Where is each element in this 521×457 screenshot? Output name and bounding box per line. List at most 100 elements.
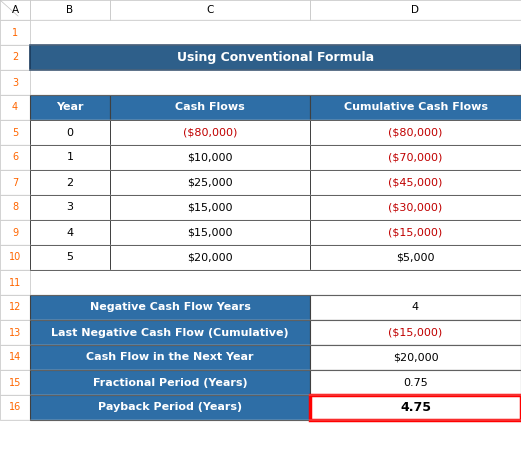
Bar bbox=[310, 345, 521, 370]
Text: 6: 6 bbox=[12, 153, 18, 163]
Text: 5: 5 bbox=[67, 253, 73, 262]
Text: 4: 4 bbox=[412, 303, 419, 313]
Text: $5,000: $5,000 bbox=[396, 253, 435, 262]
Text: Cash Flow in the Next Year: Cash Flow in the Next Year bbox=[86, 352, 254, 362]
Bar bbox=[310, 95, 521, 120]
Bar bbox=[0, 70, 30, 95]
Bar bbox=[30, 370, 310, 395]
Text: 2: 2 bbox=[12, 53, 18, 63]
Bar bbox=[310, 295, 521, 320]
Text: 14: 14 bbox=[9, 352, 21, 362]
Bar bbox=[30, 320, 310, 345]
Bar bbox=[310, 370, 521, 395]
Bar bbox=[310, 395, 521, 420]
Bar bbox=[110, 195, 310, 220]
Text: Cumulative Cash Flows: Cumulative Cash Flows bbox=[343, 102, 488, 112]
Text: $20,000: $20,000 bbox=[393, 352, 438, 362]
Bar bbox=[30, 245, 110, 270]
Text: D: D bbox=[412, 5, 419, 15]
Bar bbox=[310, 245, 521, 270]
Bar bbox=[310, 0, 521, 20]
Bar bbox=[310, 220, 521, 245]
Text: 5: 5 bbox=[12, 128, 18, 138]
Text: 9: 9 bbox=[12, 228, 18, 238]
Text: Cash Flows: Cash Flows bbox=[175, 102, 245, 112]
Text: $10,000: $10,000 bbox=[187, 153, 233, 163]
Bar bbox=[30, 195, 110, 220]
Text: ($15,000): ($15,000) bbox=[388, 328, 443, 338]
Text: $15,000: $15,000 bbox=[187, 228, 233, 238]
Bar bbox=[30, 120, 110, 145]
Text: ($80,000): ($80,000) bbox=[183, 128, 237, 138]
Text: ($30,000): ($30,000) bbox=[388, 202, 443, 213]
Text: 4: 4 bbox=[67, 228, 73, 238]
Bar bbox=[30, 295, 310, 320]
Text: B: B bbox=[67, 5, 73, 15]
Text: 4.75: 4.75 bbox=[400, 401, 431, 414]
Text: 12: 12 bbox=[9, 303, 21, 313]
Text: 7: 7 bbox=[12, 177, 18, 187]
Text: Payback Period (Years): Payback Period (Years) bbox=[98, 403, 242, 413]
Text: 1: 1 bbox=[12, 27, 18, 37]
Bar bbox=[0, 370, 30, 395]
Text: 3: 3 bbox=[67, 202, 73, 213]
Bar bbox=[110, 0, 310, 20]
Bar bbox=[0, 270, 30, 295]
Text: ($15,000): ($15,000) bbox=[388, 228, 443, 238]
Text: 16: 16 bbox=[9, 403, 21, 413]
Bar bbox=[30, 95, 110, 120]
Bar bbox=[30, 45, 521, 70]
Text: C: C bbox=[206, 5, 214, 15]
Text: 13: 13 bbox=[9, 328, 21, 338]
Bar bbox=[310, 195, 521, 220]
Text: A: A bbox=[11, 5, 19, 15]
Text: 11: 11 bbox=[9, 277, 21, 287]
Text: 8: 8 bbox=[12, 202, 18, 213]
Bar bbox=[310, 395, 521, 420]
Bar bbox=[0, 295, 30, 320]
Text: 2: 2 bbox=[67, 177, 73, 187]
Bar bbox=[0, 245, 30, 270]
Bar bbox=[0, 45, 30, 70]
Bar bbox=[110, 220, 310, 245]
Text: $25,000: $25,000 bbox=[187, 177, 233, 187]
Bar bbox=[110, 170, 310, 195]
Text: 3: 3 bbox=[12, 78, 18, 87]
Text: 15: 15 bbox=[9, 377, 21, 388]
Text: Negative Cash Flow Years: Negative Cash Flow Years bbox=[90, 303, 251, 313]
Text: Year: Year bbox=[56, 102, 84, 112]
Text: ($45,000): ($45,000) bbox=[388, 177, 443, 187]
Text: $15,000: $15,000 bbox=[187, 202, 233, 213]
Bar bbox=[310, 170, 521, 195]
Text: Using Conventional Formula: Using Conventional Formula bbox=[177, 51, 374, 64]
Bar bbox=[30, 170, 110, 195]
Bar bbox=[0, 0, 30, 20]
Text: ($70,000): ($70,000) bbox=[388, 153, 443, 163]
Bar bbox=[30, 395, 310, 420]
Bar bbox=[0, 220, 30, 245]
Bar bbox=[30, 0, 110, 20]
Bar bbox=[0, 170, 30, 195]
Bar bbox=[110, 95, 310, 120]
Bar bbox=[0, 145, 30, 170]
Bar bbox=[0, 120, 30, 145]
Text: 1: 1 bbox=[67, 153, 73, 163]
Bar bbox=[0, 20, 30, 45]
Bar bbox=[0, 320, 30, 345]
Bar bbox=[30, 345, 310, 370]
Bar bbox=[0, 395, 30, 420]
Bar bbox=[0, 95, 30, 120]
Bar bbox=[310, 320, 521, 345]
Text: $20,000: $20,000 bbox=[187, 253, 233, 262]
Bar bbox=[310, 120, 521, 145]
Text: 0: 0 bbox=[67, 128, 73, 138]
Bar bbox=[110, 120, 310, 145]
Bar bbox=[110, 245, 310, 270]
Text: 4: 4 bbox=[12, 102, 18, 112]
Text: 0.75: 0.75 bbox=[403, 377, 428, 388]
Text: Fractional Period (Years): Fractional Period (Years) bbox=[93, 377, 247, 388]
Bar bbox=[110, 145, 310, 170]
Bar bbox=[30, 220, 110, 245]
Text: ($80,000): ($80,000) bbox=[388, 128, 443, 138]
Text: Last Negative Cash Flow (Cumulative): Last Negative Cash Flow (Cumulative) bbox=[51, 328, 289, 338]
